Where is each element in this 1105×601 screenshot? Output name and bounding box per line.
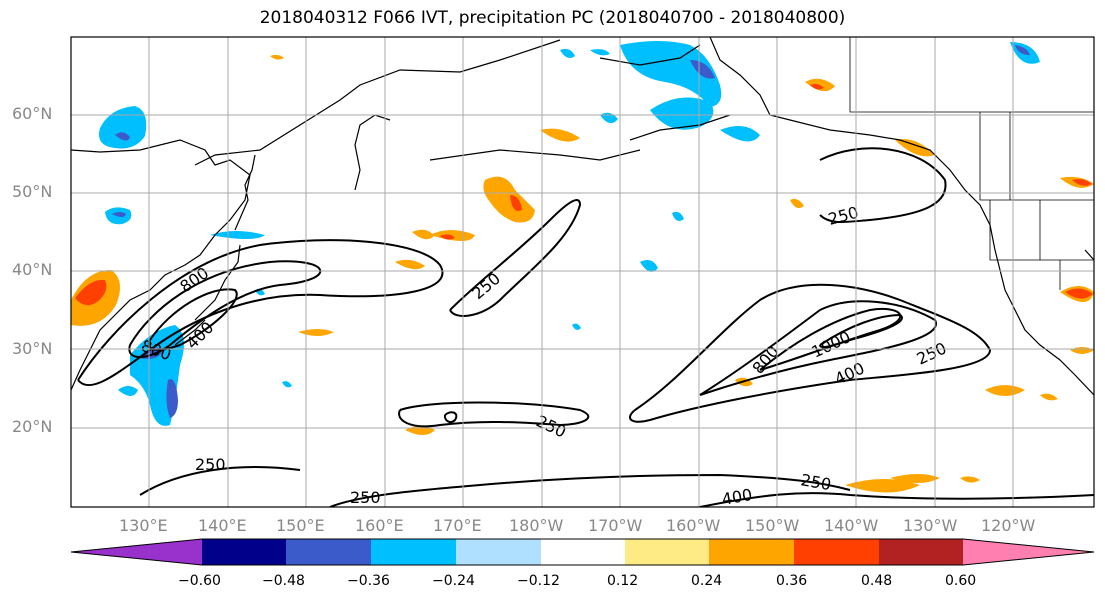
colorbar-tick: −0.12 (517, 573, 560, 589)
colorbar-tick: 0.24 (691, 573, 723, 589)
contour-labels: 250 250 250 250 250 250 250 400 400 400 … (139, 203, 950, 509)
lat-label: 50°N (12, 182, 53, 201)
contour-label: 250 (468, 269, 504, 303)
colorbar-tick: 0.60 (945, 573, 977, 589)
lon-label: 180°W (509, 516, 564, 535)
colorbar-segment (286, 539, 371, 565)
lat-label: 20°N (12, 417, 53, 436)
colorbar-tick: 0.36 (776, 573, 808, 589)
colorbar-tick: −0.24 (432, 573, 475, 589)
lon-label: 120°W (981, 516, 1036, 535)
colorbar-segment (456, 539, 541, 565)
lon-label: 150°E (276, 516, 325, 535)
colorbar-segment (625, 539, 709, 565)
colorbar-extend-high (963, 539, 1094, 565)
colorbar-segment (709, 539, 794, 565)
colorbar-extend-low (71, 539, 202, 565)
coastlines (71, 37, 1094, 396)
contour-label: 250 (533, 411, 569, 441)
ivt-contours (77, 147, 1094, 507)
contour-label: 250 (914, 338, 950, 368)
lon-label: 170°W (588, 516, 643, 535)
lon-label: 130°W (903, 516, 958, 535)
colorbar (70, 538, 1095, 566)
contour-label: 400 (182, 318, 217, 353)
map-title: 2018040312 F066 IVT, precipitation PC (2… (259, 8, 846, 28)
colorbar-segment (202, 539, 286, 565)
contour-label: 250 (350, 488, 381, 507)
lon-label: 160°E (355, 516, 404, 535)
lat-label: 60°N (12, 104, 53, 123)
precip-shading (71, 41, 1094, 493)
lon-label: 160°W (666, 516, 721, 535)
colorbar-tick: −0.60 (178, 573, 221, 589)
colorbar-segment (794, 539, 879, 565)
lat-label: 40°N (12, 260, 53, 279)
lat-label: 30°N (12, 339, 53, 358)
lon-label: 150°W (745, 516, 800, 535)
lon-label: 140°W (824, 516, 879, 535)
colorbar-segment (879, 539, 963, 565)
colorbar-tick: −0.36 (347, 573, 390, 589)
colorbar-tick: 0.12 (607, 573, 639, 589)
graticule (71, 37, 1094, 507)
lon-label: 130°E (119, 516, 168, 535)
contour-label: 800 (176, 263, 212, 296)
colorbar-tick: −0.48 (262, 573, 305, 589)
plot-frame (70, 36, 1095, 508)
colorbar-tick: 0.48 (861, 573, 893, 589)
political-borders (849, 37, 1094, 290)
colorbar-segment (371, 539, 456, 565)
contour-label: 250 (799, 470, 832, 494)
contour-label: 400 (832, 358, 868, 388)
colorbar-segment (541, 539, 625, 565)
contour-label: 250 (826, 203, 860, 229)
contour-label: 250 (195, 455, 226, 474)
contour-label: 400 (720, 485, 753, 509)
lon-label: 140°E (198, 516, 247, 535)
lon-label: 170°E (433, 516, 482, 535)
